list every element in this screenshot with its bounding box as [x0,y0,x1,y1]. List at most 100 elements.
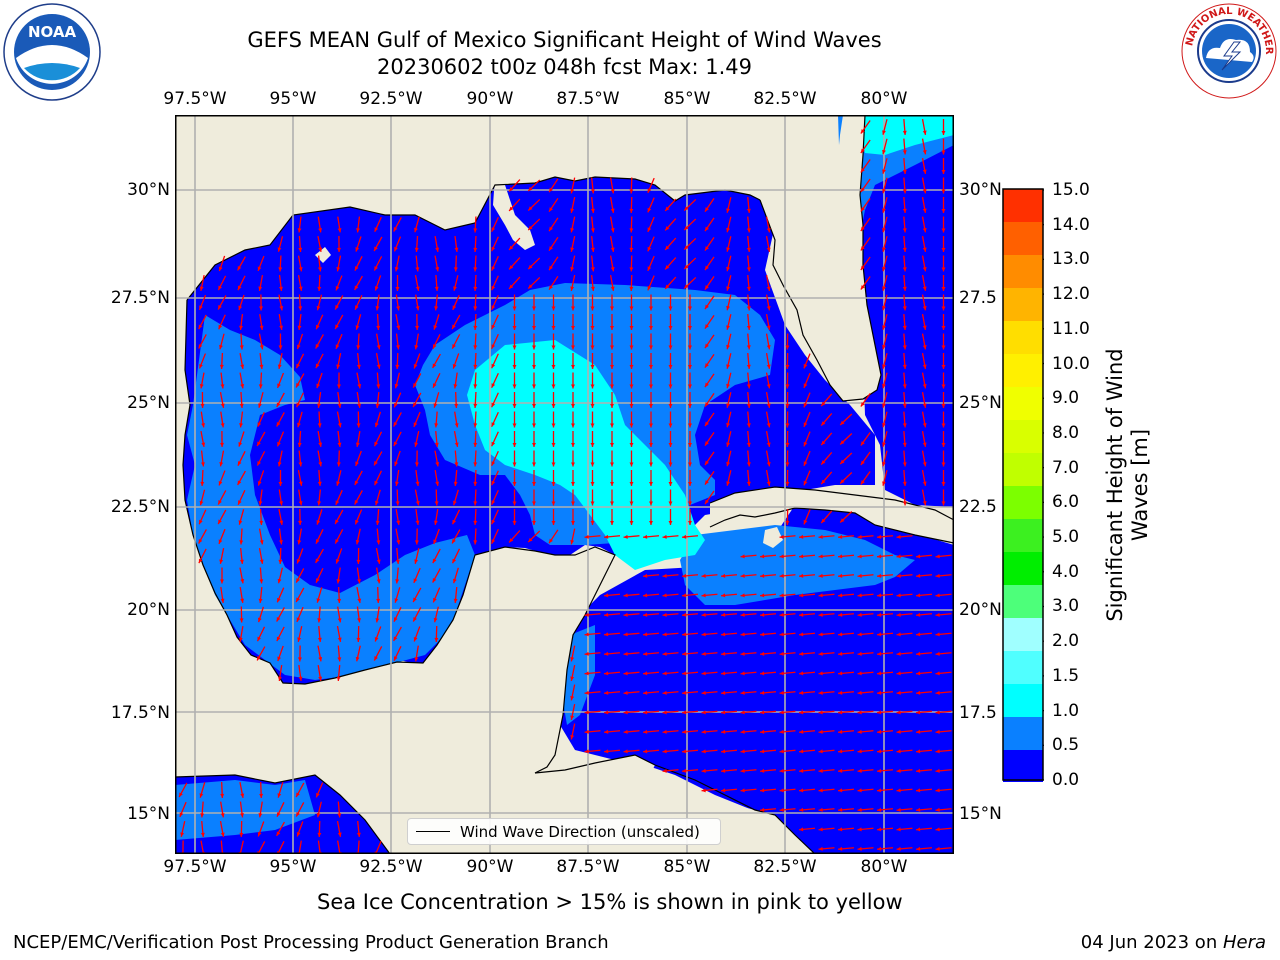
wave-direction-arrow [356,352,361,370]
wave-direction-arrow [473,294,478,311]
wave-direction-arrow [818,612,835,617]
wave-direction-arrow [683,237,697,251]
wave-direction-arrow [860,451,871,466]
wave-direction-arrow [551,470,556,486]
colorbar-tick-label: 4.0 [1052,561,1080,582]
wave-direction-arrow [902,430,907,448]
wave-direction-arrow [803,450,811,467]
wave-direction-arrow [837,554,855,559]
wave-direction-arrow [532,333,536,350]
wave-direction-arrow [336,626,342,642]
wave-direction-arrow [220,801,225,818]
wave-direction-arrow [532,372,536,389]
wave-direction-arrow [278,528,283,545]
wave-direction-arrow [642,671,660,676]
colorbar-tick-label: 6.0 [1052,492,1080,513]
sea-ice-caption: Sea Ice Concentration > 15% is shown in … [317,890,903,914]
wave-direction-arrow [356,391,362,409]
mississippi-delta [493,177,535,250]
wave-direction-arrow [180,821,186,837]
wave-direction-arrow [688,353,692,369]
wave-direction-arrow [746,430,751,448]
wave-direction-arrow [590,489,595,506]
wave-direction-arrow [433,314,440,330]
wave-direction-arrow [238,431,245,447]
wave-direction-arrow [374,275,382,291]
wave-direction-arrow [218,470,226,486]
wave-direction-arrow [803,509,811,525]
wave-direction-arrow [915,827,933,832]
wave-direction-arrow [532,489,536,506]
wave-direction-arrow [434,274,439,292]
wave-direction-arrow [603,671,621,676]
wave-direction-arrow [746,411,751,428]
wave-direction-arrow [258,333,264,350]
wave-direction-arrow [818,632,835,637]
wave-direction-arrow [610,489,614,506]
wave-direction-arrow [258,275,264,291]
wave-direction-arrow [662,651,679,656]
wave-direction-arrow [642,710,660,715]
wave-direction-arrow [704,276,715,290]
wave-direction-arrow [740,671,757,676]
wave-direction-arrow [584,612,601,617]
wave-direction-arrow [512,294,517,311]
wave-direction-arrow [896,593,913,598]
wave-direction-arrow [395,547,400,565]
wave-direction-arrow [258,801,263,818]
wave-direction-arrow [200,391,205,409]
wave-direction-arrow [375,548,381,564]
wave-direction-arrow [297,216,302,233]
wave-direction-arrow [798,651,816,656]
wave-direction-arrow [610,392,614,408]
wave-direction-arrow [355,645,361,662]
colorbar-tick-label: 12.0 [1052,284,1090,305]
wave-direction-arrow [296,548,304,564]
wave-direction-arrow [373,470,383,486]
wave-direction-arrow [759,807,777,812]
wave-direction-arrow [779,573,796,578]
wave-direction-arrow [896,749,913,754]
colorbar [1002,188,1044,782]
wave-direction-arrow [375,333,381,350]
wave-direction-arrow [395,567,400,584]
wave-direction-arrow [297,411,303,428]
colorbar-cell [1003,618,1043,652]
wave-direction-arrow [921,314,927,330]
wave-direction-arrow [551,431,556,447]
wave-direction-arrow [857,846,874,851]
wave-direction-arrow [798,749,816,754]
wave-direction-arrow [200,469,205,487]
lat-tick-right: 22.5 [959,497,997,517]
wave-direction-arrow [647,236,655,252]
wave-direction-arrow [876,749,894,754]
wave-direction-arrow [664,237,677,251]
wave-direction-arrow [662,710,679,715]
wave-direction-arrow [548,275,559,291]
wave-direction-arrow [882,119,888,135]
wave-direction-arrow [610,333,614,350]
wave-direction-arrow [902,274,907,292]
wave-direction-arrow [726,294,732,311]
footer-branch: NCEP/EMC/Verification Post Processing Pr… [13,932,609,953]
lon-tick-top: 85°W [663,89,711,109]
wave-direction-arrow [258,489,263,506]
wave-direction-arrow [896,807,913,812]
wave-direction-arrow [647,255,655,272]
wave-direction-arrow [629,470,634,486]
wave-direction-arrow [765,314,771,330]
wave-direction-arrow [649,392,653,408]
wave-direction-arrow [570,704,576,720]
wave-direction-arrow [354,470,363,486]
wave-direction-arrow [609,216,615,233]
wave-direction-arrow [239,333,244,350]
wave-direction-arrow [623,690,640,695]
wave-direction-arrow [200,820,205,838]
wave-direction-arrow [473,411,478,428]
wave-direction-arrow [315,529,324,544]
wave-direction-arrow [256,451,266,466]
wave-direction-arrow [317,665,323,681]
wave-direction-arrow [415,255,420,272]
wave-direction-arrow [668,314,673,330]
wave-direction-arrow [473,528,478,545]
